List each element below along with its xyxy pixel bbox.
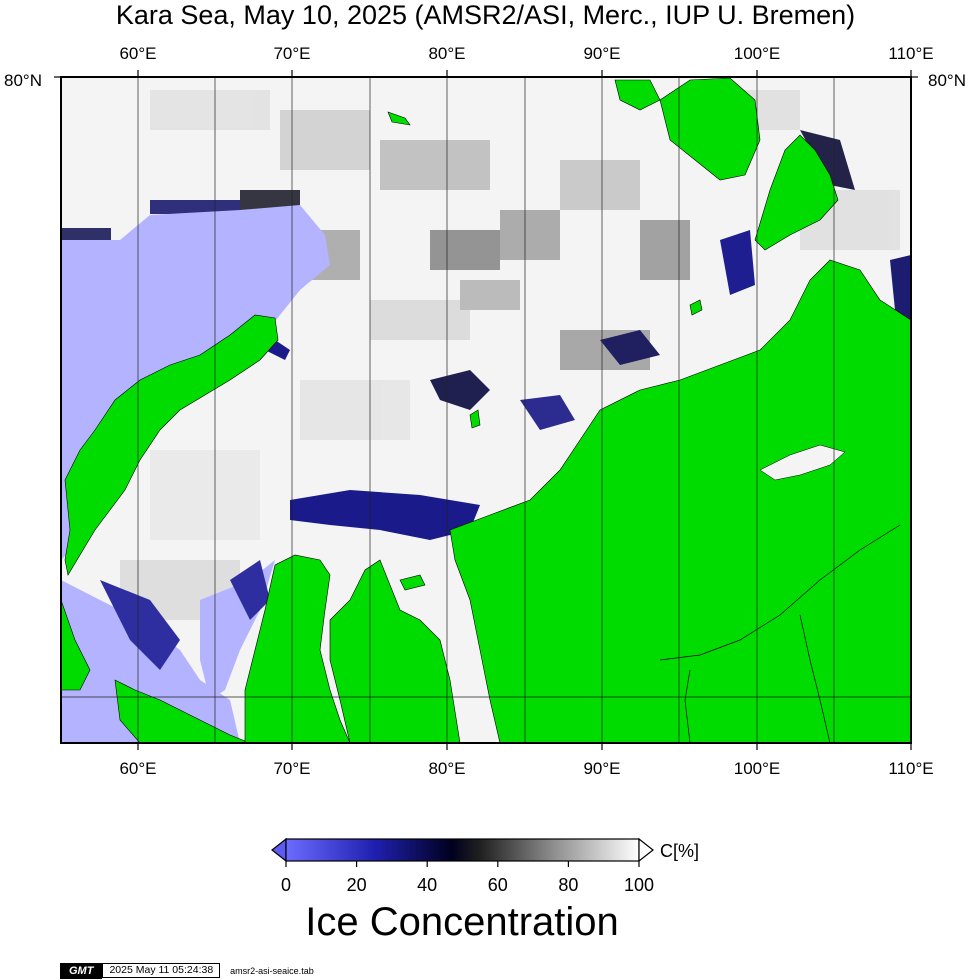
lon-label-bottom-80: 80°E <box>428 759 465 778</box>
lon-labels-bottom: 60°E 70°E 80°E 90°E 100°E 110°E <box>119 759 933 778</box>
lon-label-bottom-60: 60°E <box>119 759 156 778</box>
land-yugorsky <box>61 599 91 691</box>
colorbar-tick-40: 40 <box>417 875 437 895</box>
colorbar-gradient <box>285 838 640 862</box>
land-small-island-4 <box>399 574 426 591</box>
colorbar-arrow-high <box>638 837 654 863</box>
colorbar-arrow-low <box>271 837 287 863</box>
land-small-island-1 <box>614 79 661 111</box>
lon-label-top-60: 60°E <box>119 44 156 63</box>
land-pechora-coast <box>114 679 251 743</box>
land-taymyr <box>449 259 911 743</box>
colorbar: 0 20 40 60 80 100 C[%] <box>271 837 699 895</box>
lon-label-bottom-90: 90°E <box>583 759 620 778</box>
colorbar-tick-0: 0 <box>281 875 291 895</box>
lat-label-left: 80°N <box>4 71 42 90</box>
lon-label-top-90: 90°E <box>583 44 620 63</box>
open-water-barents <box>61 205 330 560</box>
footer: GMT 2025 May 11 05:24:38 amsr2-asi-seaic… <box>60 962 314 979</box>
land-novaya-zemlya <box>64 314 279 576</box>
lon-label-top-110: 110°E <box>888 44 933 63</box>
lake-taymyr <box>759 444 846 481</box>
land-small-island-3 <box>689 299 703 316</box>
map-canvas <box>61 77 911 743</box>
land-severnaya-zemlya-north <box>659 77 761 181</box>
ice-texture <box>61 90 900 620</box>
frame-ticks <box>54 70 918 750</box>
colorbar-unit-label: C[%] <box>660 841 699 861</box>
colorbar-ticks <box>285 861 640 867</box>
footer-filename: amsr2-asi-seaice.tab <box>230 965 314 976</box>
land-severnaya-zemlya-south <box>754 134 839 251</box>
footer-timestamp: 2025 May 11 05:24:38 <box>102 963 221 978</box>
lon-label-top-80: 80°E <box>428 44 465 63</box>
lon-label-bottom-100: 100°E <box>734 759 781 778</box>
lon-label-top-100: 100°E <box>734 44 781 63</box>
river-lines <box>659 524 901 743</box>
gmt-logo: GMT <box>60 962 103 979</box>
colorbar-title: Ice Concentration <box>305 900 619 944</box>
lat-label-right: 80°N <box>928 71 966 90</box>
land-yamal <box>244 554 351 743</box>
lon-labels-top: 60°E 70°E 80°E 90°E 100°E 110°E <box>119 44 933 63</box>
colorbar-tick-80: 80 <box>558 875 578 895</box>
colorbar-tick-60: 60 <box>488 875 508 895</box>
map-frame <box>60 76 912 744</box>
colorbar-tick-20: 20 <box>347 875 367 895</box>
open-water-pechora <box>61 580 240 743</box>
lon-label-bottom-110: 110°E <box>888 759 933 778</box>
lon-label-top-70: 70°E <box>273 44 310 63</box>
map-title: Kara Sea, May 10, 2025 (AMSR2/ASI, Merc.… <box>115 0 856 30</box>
land-small-island-2 <box>387 111 411 126</box>
colorbar-tick-100: 100 <box>624 875 654 895</box>
lon-label-bottom-70: 70°E <box>273 759 310 778</box>
land-small-island-5 <box>469 409 481 429</box>
marginal-ice-zone <box>100 130 911 670</box>
graticule <box>61 77 911 743</box>
